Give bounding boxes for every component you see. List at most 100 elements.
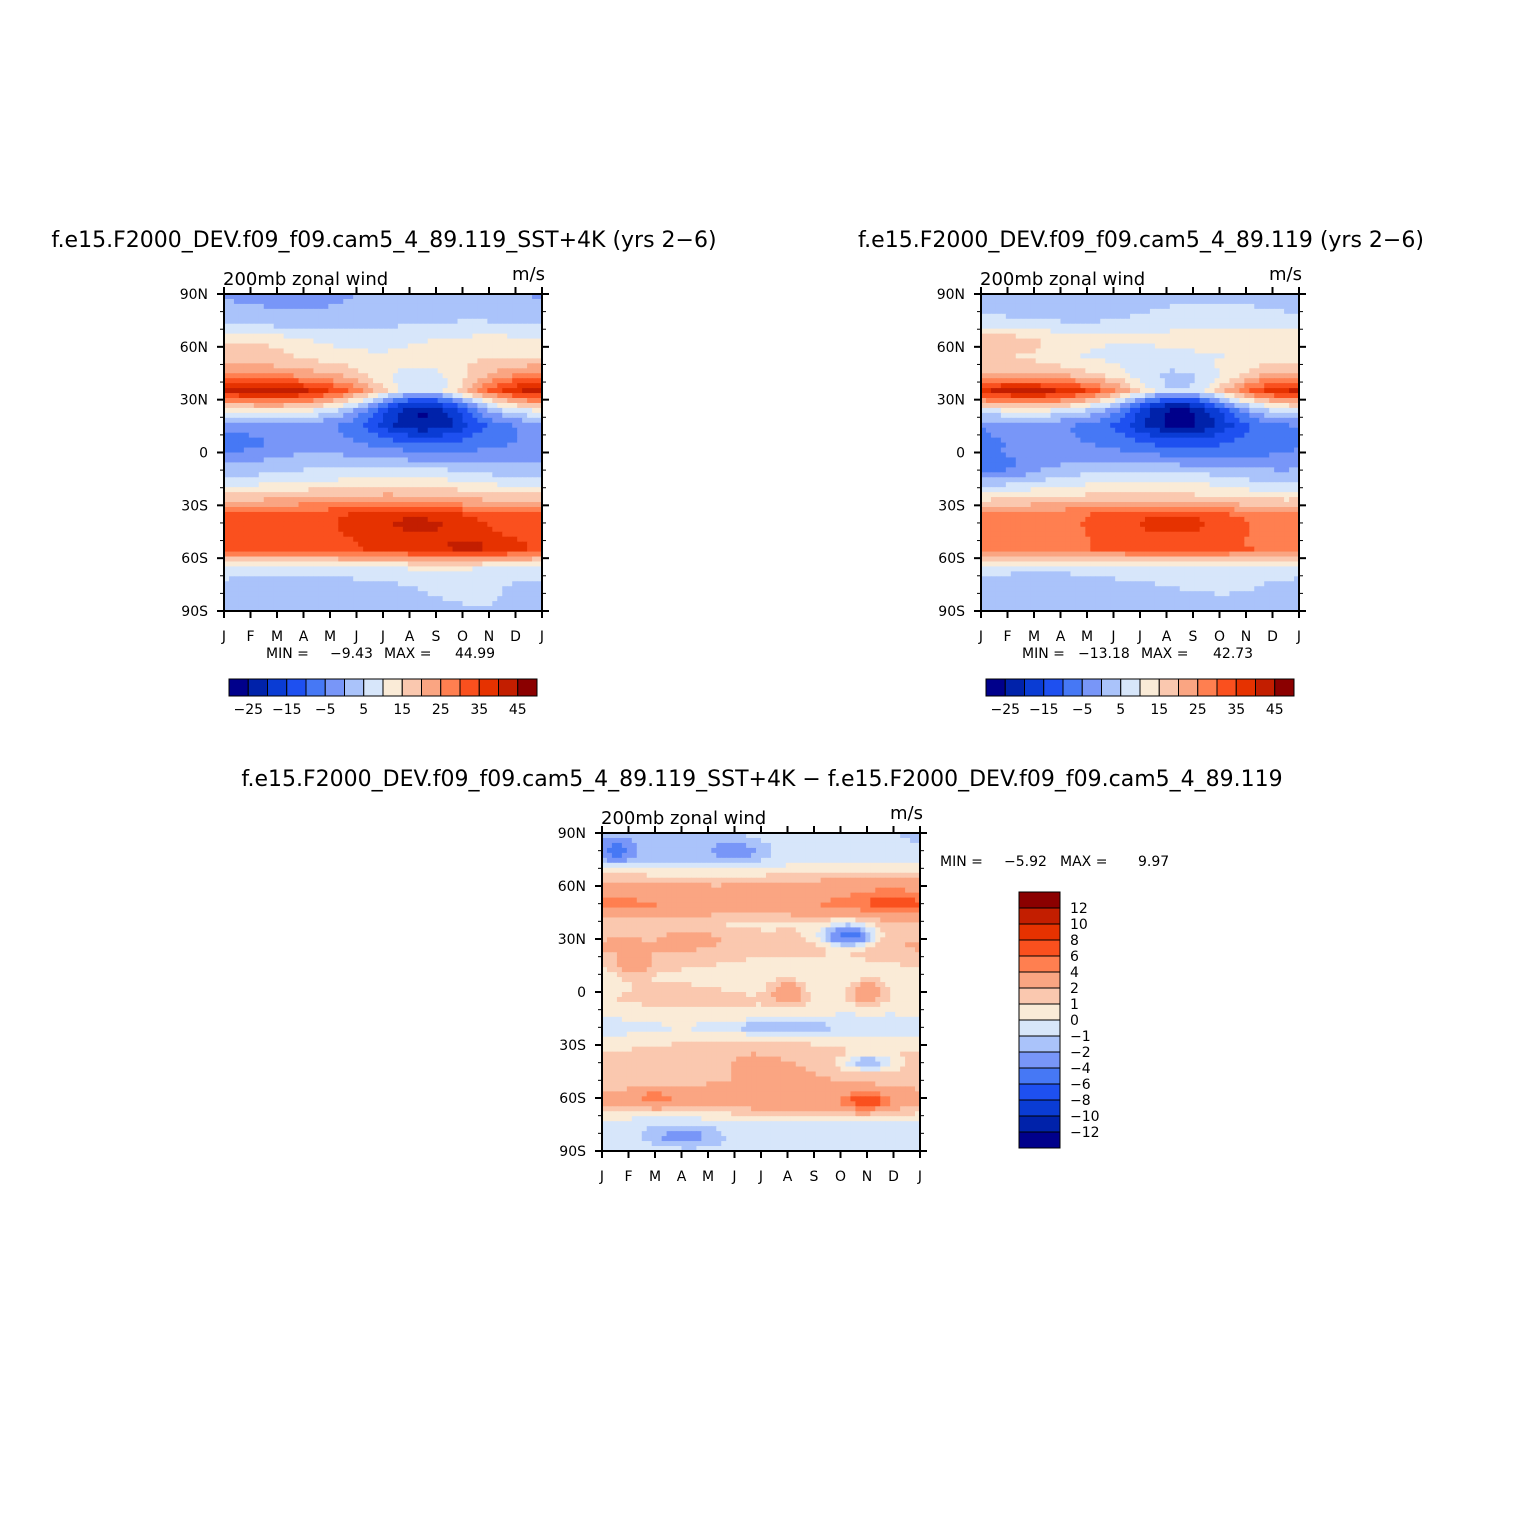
contour-cell bbox=[1149, 333, 1156, 340]
contour-cell bbox=[452, 393, 459, 399]
contour-cell bbox=[373, 348, 379, 355]
contour-cell bbox=[318, 591, 324, 597]
contour-cell bbox=[358, 521, 364, 528]
contour-cell bbox=[432, 323, 439, 330]
contour-cell bbox=[482, 541, 488, 548]
contour-cell bbox=[512, 477, 518, 483]
contour-cell bbox=[363, 586, 369, 592]
contour-cell bbox=[273, 601, 280, 607]
contour-cell bbox=[477, 333, 483, 340]
contour-cell bbox=[522, 482, 528, 488]
contour-cell bbox=[368, 388, 374, 394]
contour-cell bbox=[427, 298, 434, 305]
contour-cell bbox=[1120, 348, 1126, 355]
contour-cell bbox=[422, 596, 429, 602]
contour-cell bbox=[368, 596, 374, 602]
contour-cell bbox=[343, 467, 349, 473]
contour-cell bbox=[1090, 318, 1096, 325]
contour-cell bbox=[293, 596, 300, 602]
contour-cell bbox=[462, 521, 469, 528]
contour-cell bbox=[308, 462, 315, 468]
contour-cell bbox=[517, 363, 523, 369]
contour-cell bbox=[492, 541, 498, 548]
contour-cell bbox=[1264, 323, 1270, 330]
contour-cell bbox=[387, 566, 394, 572]
contour-cell bbox=[412, 477, 419, 483]
contour-cell bbox=[1284, 333, 1290, 340]
contour-cell bbox=[268, 398, 275, 404]
contour-cell bbox=[358, 576, 364, 582]
contour-cell bbox=[318, 353, 324, 359]
contour-cell bbox=[482, 318, 488, 325]
contour-cell bbox=[502, 303, 508, 310]
colorbar-swatch bbox=[344, 678, 365, 697]
contour-cell bbox=[527, 313, 533, 320]
contour-cell bbox=[338, 398, 344, 404]
contour-cell bbox=[298, 452, 305, 459]
contour-cell bbox=[497, 487, 503, 493]
contour-cell bbox=[407, 561, 414, 568]
contour-cell bbox=[303, 571, 310, 577]
contour-cell bbox=[303, 581, 310, 587]
contour-cell bbox=[467, 343, 474, 350]
contour-cell bbox=[238, 482, 245, 488]
contour-cell bbox=[497, 581, 503, 587]
contour-cell bbox=[263, 333, 270, 340]
contour-cell bbox=[492, 566, 498, 572]
contour-cell bbox=[502, 422, 508, 429]
contour-cell bbox=[407, 378, 414, 384]
contour-cell bbox=[243, 447, 250, 454]
contour-cell bbox=[353, 546, 359, 553]
contour-cell bbox=[348, 432, 354, 439]
contour-cell bbox=[228, 576, 235, 582]
contour-cell bbox=[527, 571, 533, 577]
contour-cell bbox=[383, 581, 389, 587]
contour-cell bbox=[1239, 318, 1245, 325]
contour-cell bbox=[507, 546, 513, 553]
contour-cell bbox=[293, 606, 300, 612]
contour-cell bbox=[522, 511, 528, 518]
contour-cell bbox=[407, 472, 414, 478]
contour-cell bbox=[358, 407, 364, 414]
contour-cell bbox=[233, 407, 240, 414]
contour-cell bbox=[432, 601, 439, 607]
contour-cell bbox=[1199, 318, 1206, 325]
contour-cell bbox=[278, 457, 285, 463]
contour-cell bbox=[402, 556, 409, 563]
contour-cell bbox=[263, 313, 270, 320]
contour-cell bbox=[1174, 348, 1181, 355]
contour-cell bbox=[238, 586, 245, 592]
contour-cell bbox=[472, 546, 479, 553]
contour-cell bbox=[323, 398, 329, 404]
contour-cell bbox=[985, 303, 992, 310]
contour-cell bbox=[1164, 298, 1171, 305]
contour-cell bbox=[387, 581, 394, 587]
contour-cell bbox=[288, 581, 295, 587]
contour-cell bbox=[1030, 308, 1037, 315]
contour-cell bbox=[238, 388, 245, 394]
contour-cell bbox=[313, 348, 320, 355]
contour-cell bbox=[1269, 338, 1275, 345]
contour-cell bbox=[238, 511, 245, 518]
contour-cell bbox=[502, 318, 508, 325]
contour-cell bbox=[328, 333, 334, 340]
contour-cell bbox=[333, 318, 339, 325]
contour-cell bbox=[482, 571, 488, 577]
contour-cell bbox=[1125, 294, 1131, 300]
contour-cell bbox=[263, 308, 270, 315]
contour-cell bbox=[323, 368, 329, 374]
contour-cell bbox=[373, 333, 379, 340]
contour-cell bbox=[487, 353, 493, 359]
contour-cell bbox=[422, 536, 429, 543]
contour-cell bbox=[432, 308, 439, 315]
contour-cell bbox=[243, 497, 250, 503]
contour-cell bbox=[1095, 348, 1101, 355]
contour-cell bbox=[298, 338, 305, 345]
contour-cell bbox=[392, 516, 399, 523]
contour-cell bbox=[397, 462, 404, 468]
contour-cell bbox=[1020, 333, 1027, 340]
contour-cell bbox=[353, 333, 359, 340]
contour-cell bbox=[482, 566, 488, 572]
contour-cell bbox=[412, 526, 419, 533]
